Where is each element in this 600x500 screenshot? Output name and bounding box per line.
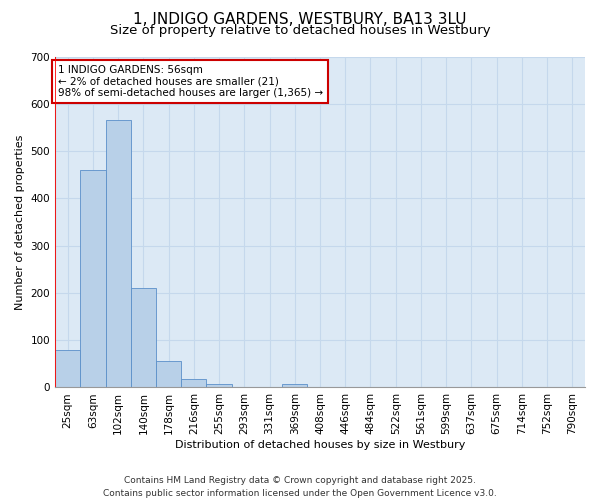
Text: Size of property relative to detached houses in Westbury: Size of property relative to detached ho…	[110, 24, 490, 37]
Bar	[131, 288, 156, 388]
X-axis label: Distribution of detached houses by size in Westbury: Distribution of detached houses by size …	[175, 440, 465, 450]
Text: 1 INDIGO GARDENS: 56sqm
← 2% of detached houses are smaller (21)
98% of semi-det: 1 INDIGO GARDENS: 56sqm ← 2% of detached…	[58, 65, 323, 98]
Bar	[181, 379, 206, 388]
Bar	[80, 170, 106, 388]
Y-axis label: Number of detached properties: Number of detached properties	[15, 134, 25, 310]
Bar	[156, 362, 181, 388]
Text: 1, INDIGO GARDENS, WESTBURY, BA13 3LU: 1, INDIGO GARDENS, WESTBURY, BA13 3LU	[133, 12, 467, 28]
Bar	[106, 120, 131, 388]
Bar	[206, 384, 232, 388]
Text: Contains HM Land Registry data © Crown copyright and database right 2025.
Contai: Contains HM Land Registry data © Crown c…	[103, 476, 497, 498]
Bar	[55, 350, 80, 388]
Bar	[282, 384, 307, 388]
